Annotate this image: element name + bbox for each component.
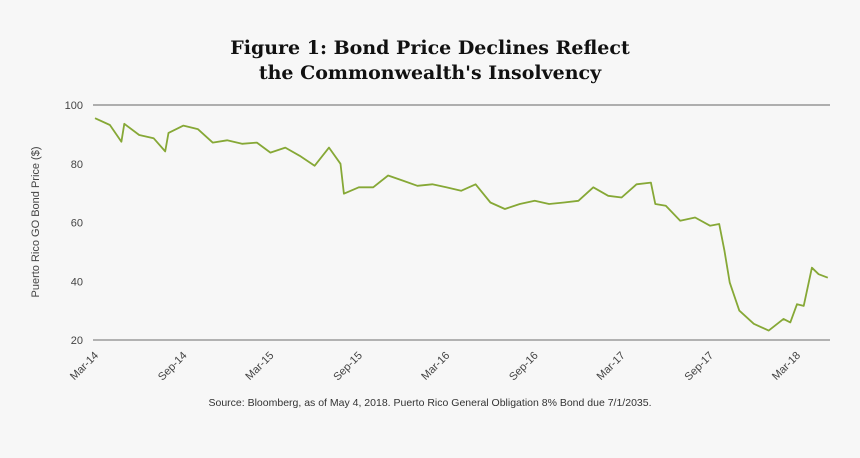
x-tick-label: Mar-15 — [243, 350, 276, 383]
x-tick-label: Mar-17 — [595, 350, 628, 383]
y-tick-label: 40 — [71, 276, 83, 288]
chart-title-line-1: Figure 1: Bond Price Declines Reflect — [230, 37, 630, 59]
y-tick-label: 20 — [71, 335, 83, 347]
x-tick-label: Sep-17 — [683, 350, 717, 384]
chart-title-line-2: the Commonwealth's Insolvency — [258, 62, 602, 84]
x-tick-label: Mar-14 — [68, 350, 101, 383]
x-tick-label: Sep-15 — [331, 350, 365, 384]
price-series-line — [94, 117, 829, 332]
x-tick-label: Sep-16 — [507, 350, 541, 384]
chart-title: Figure 1: Bond Price Declines Reflect th… — [0, 36, 860, 86]
y-axis-label: Puerto Rico GO Bond Price ($) — [30, 146, 42, 297]
x-tick-label: Mar-16 — [419, 350, 452, 383]
source-note: Source: Bloomberg, as of May 4, 2018. Pu… — [208, 397, 652, 409]
y-tick-label: 100 — [65, 100, 83, 112]
y-tick-label: 80 — [71, 159, 83, 171]
x-tick-label: Sep-14 — [156, 350, 190, 384]
y-tick-label: 60 — [71, 218, 83, 230]
x-tick-label: Mar-18 — [770, 350, 803, 383]
